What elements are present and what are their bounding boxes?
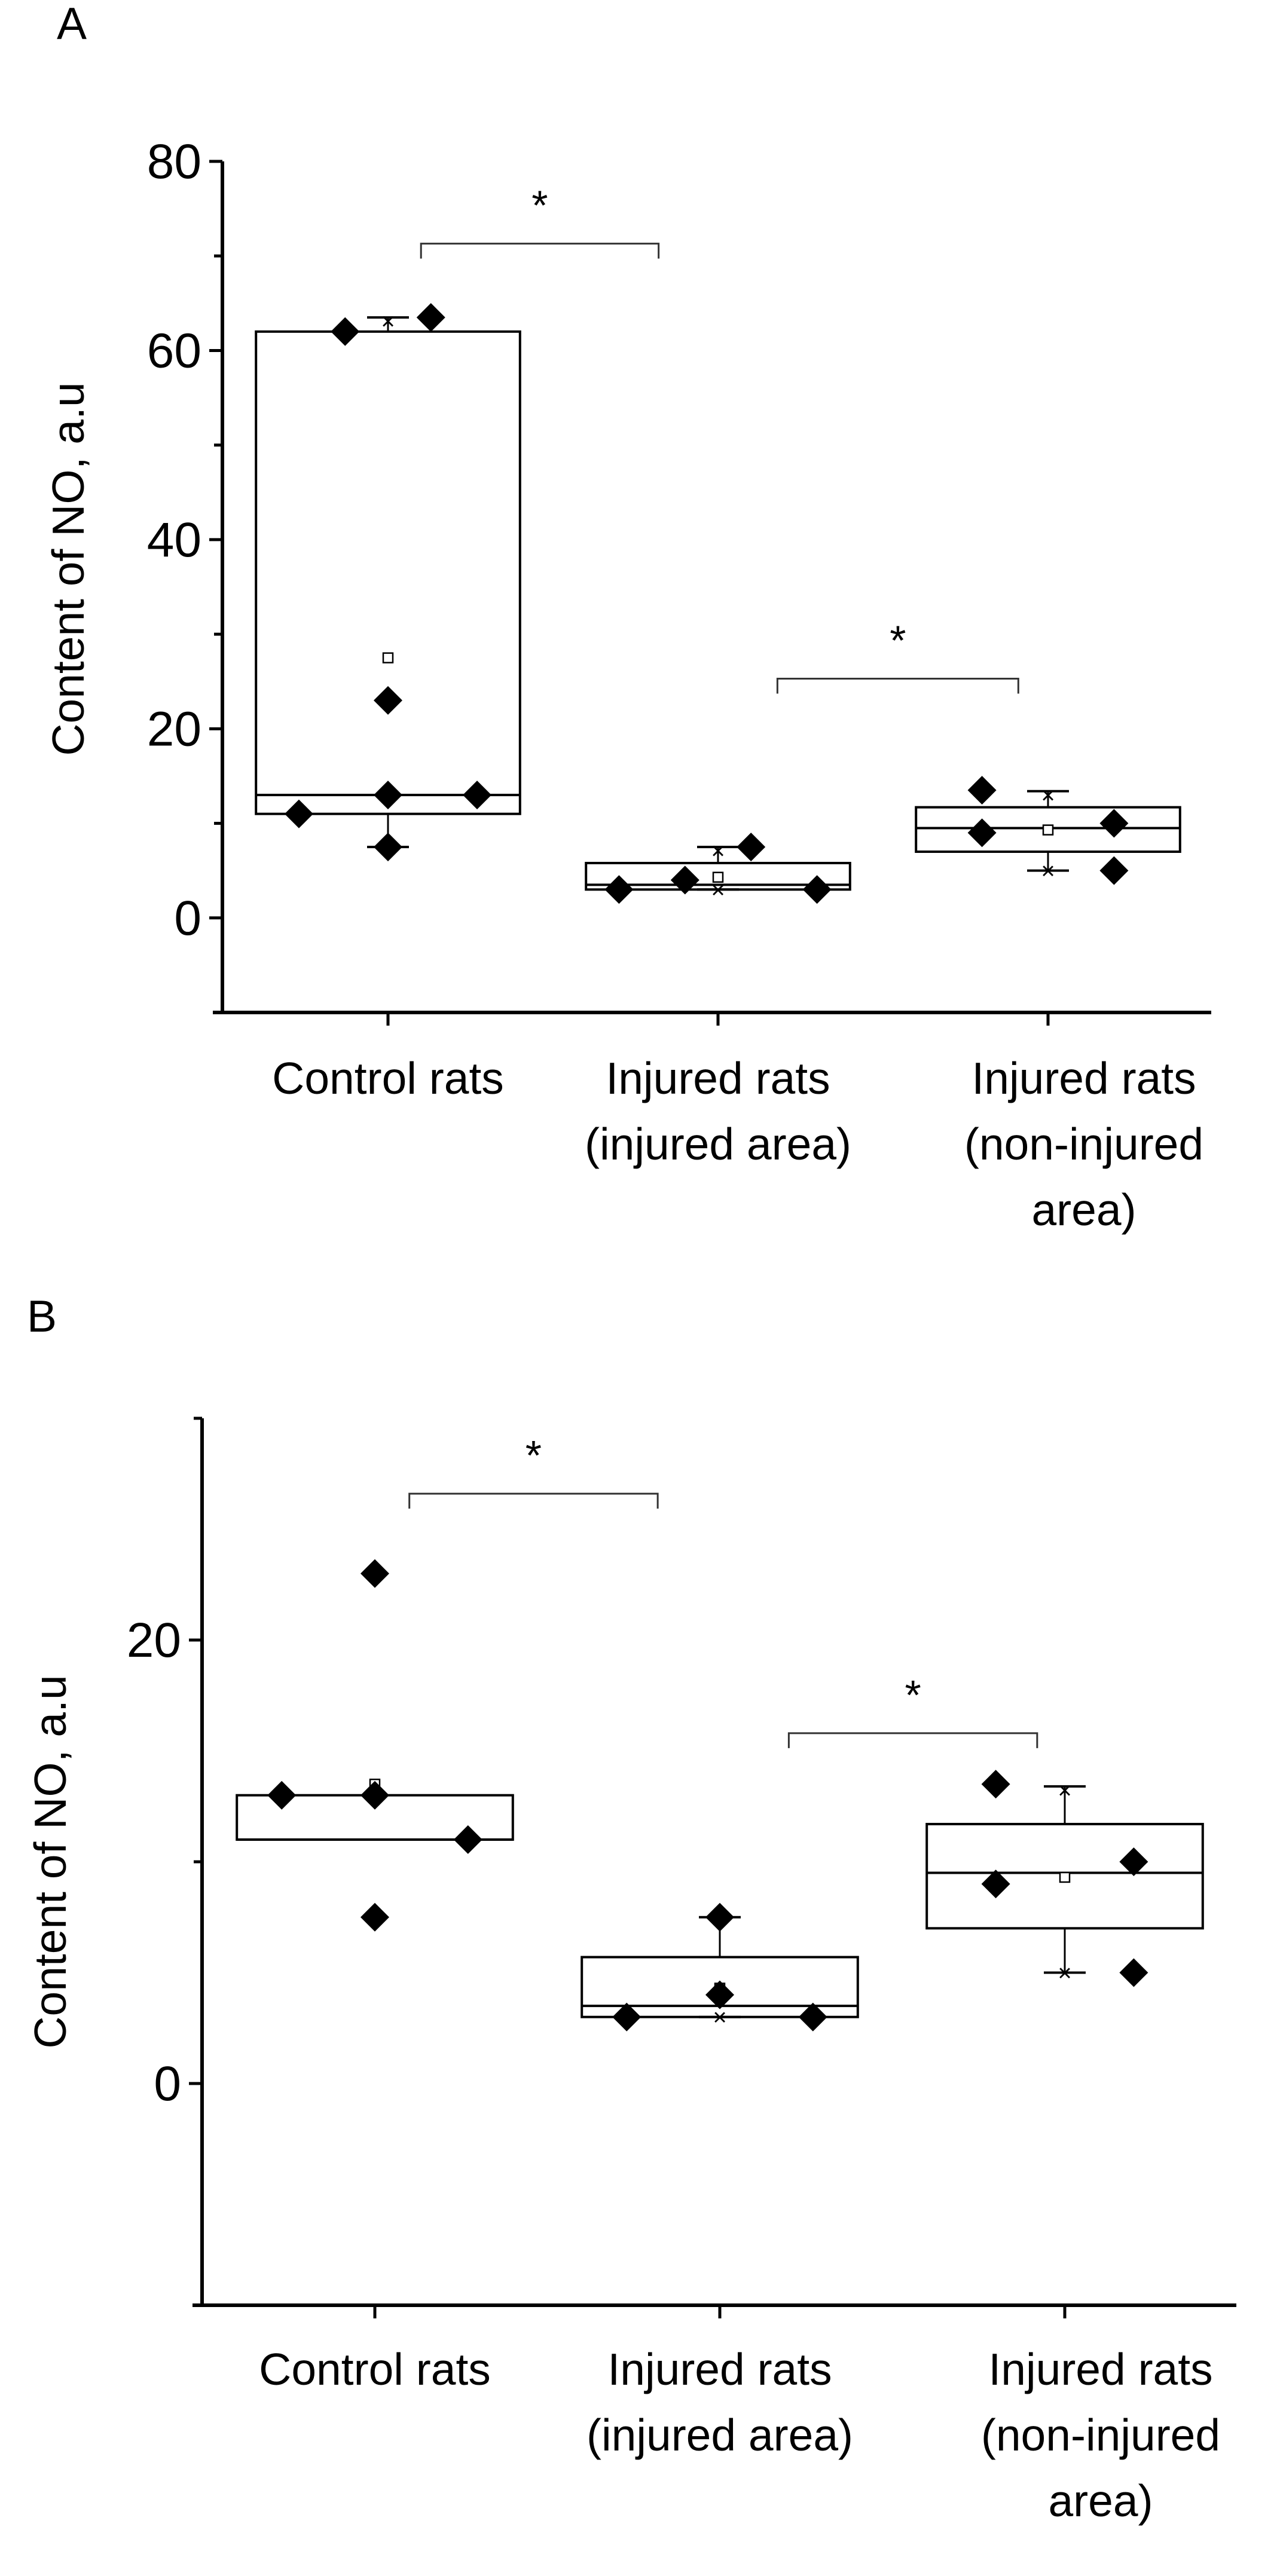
y-tick-label: 0 [154, 2057, 181, 2111]
mean-marker [1059, 1871, 1071, 1883]
panel-label: B [27, 1291, 57, 1341]
panel-label: A [57, 0, 87, 48]
chart-panel-a: A 0 20 40 60 80 Content of NO, a.u Control rats… [43, 0, 1211, 1235]
data-point [463, 781, 492, 810]
data-point [361, 1780, 389, 1810]
x-tick-label: (injured area) [586, 2410, 853, 2460]
x-tick-label: (non-injured [964, 1119, 1203, 1169]
x-tick-label: Injured rats [607, 2344, 832, 2394]
significance-bracket [408, 1492, 659, 1509]
significance-bracket [420, 243, 660, 259]
significance-bracket [776, 677, 1019, 694]
data-point [1099, 856, 1129, 885]
x-tick-label: (non-injured [981, 2410, 1220, 2460]
data-point [612, 2002, 641, 2032]
data-point [374, 686, 402, 715]
y-tick-label: 60 [147, 323, 201, 378]
data-point [981, 1770, 1010, 1799]
data-point [453, 1825, 482, 1854]
significance-label: * [905, 1672, 921, 1718]
data-point [705, 1902, 734, 1932]
data-point [981, 1870, 1010, 1899]
y-tick-label: 20 [127, 1613, 181, 1668]
mean-marker [1042, 824, 1054, 836]
min-marker: × [1041, 858, 1055, 885]
box [925, 1822, 1204, 1930]
y-tick-label: 0 [174, 891, 201, 946]
significance-label: * [531, 182, 548, 229]
y-axis-label: Content of NO, a.u [25, 1675, 75, 2048]
data-point [374, 781, 402, 810]
data-point [267, 1780, 297, 1810]
data-point [1119, 1958, 1148, 1987]
y-tick-label: 80 [147, 134, 201, 189]
x-tick-label: Control rats [259, 2344, 491, 2394]
data-point [802, 875, 832, 904]
box [915, 806, 1181, 853]
box [585, 862, 851, 891]
max-marker: × [1041, 782, 1055, 809]
y-axis-label: Content of NO, a.u [43, 382, 93, 755]
box [581, 1956, 859, 2018]
significance-label: * [890, 617, 906, 663]
data-point [361, 1559, 389, 1588]
data-point [374, 833, 402, 862]
data-point [705, 1980, 734, 2009]
x-tick-label: area) [1031, 1185, 1136, 1235]
x-tick-label: Injured rats [988, 2344, 1212, 2394]
x-tick-label: (injured area) [585, 1119, 851, 1169]
data-point [737, 833, 766, 862]
max-marker: × [381, 308, 395, 335]
min-marker: × [1058, 1960, 1071, 1987]
data-point [670, 865, 699, 895]
data-point [331, 317, 360, 346]
x-tick-label: Control rats [272, 1053, 504, 1103]
x-tick-label: Injured rats [606, 1053, 830, 1103]
data-point [361, 1902, 389, 1932]
max-marker: × [711, 838, 725, 864]
box [255, 330, 521, 815]
max-marker: × [1058, 1777, 1071, 1804]
mean-marker [712, 871, 724, 883]
data-point [967, 818, 997, 848]
chart-panel-b: B 0 20 Content of NO, a.u Control rats Injure… [25, 1291, 1236, 2526]
data-point [416, 303, 445, 332]
data-point [604, 875, 634, 904]
data-point [967, 776, 997, 805]
significance-label: * [526, 1432, 542, 1479]
x-tick-label: Injured rats [972, 1053, 1196, 1103]
mean-marker [382, 652, 394, 663]
x-tick-label: area) [1048, 2476, 1153, 2526]
significance-bracket [787, 1732, 1038, 1748]
data-point [798, 2002, 827, 2032]
y-tick-label: 20 [147, 702, 201, 756]
data-point [1119, 1847, 1148, 1876]
data-point [1099, 809, 1129, 838]
y-tick-label: 40 [147, 513, 201, 567]
data-point [284, 799, 313, 828]
